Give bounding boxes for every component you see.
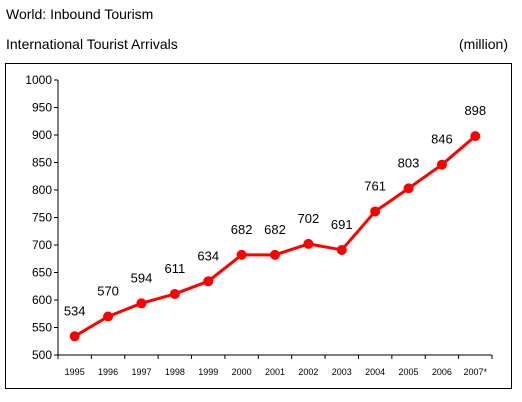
chart-title: World: Inbound Tourism — [6, 6, 154, 22]
data-label: 702 — [298, 211, 320, 226]
x-tick-label: 2000 — [232, 367, 252, 377]
data-point — [136, 298, 147, 309]
y-tick-label: 600 — [32, 293, 52, 307]
x-tick-label: 2002 — [298, 367, 318, 377]
data-point — [236, 249, 247, 260]
unit-label: (million) — [459, 36, 508, 52]
data-point — [169, 288, 180, 299]
x-tick-label: 1999 — [198, 367, 218, 377]
x-tick-label: 2004 — [365, 367, 385, 377]
y-tick-label: 1000 — [25, 73, 52, 87]
data-point — [203, 276, 214, 287]
y-tick-label: 850 — [32, 156, 52, 170]
data-label: 570 — [97, 284, 119, 299]
y-tick-label: 900 — [32, 128, 52, 142]
data-point — [270, 249, 280, 260]
y-tick-label: 950 — [32, 101, 52, 115]
data-label: 761 — [364, 178, 386, 193]
data-point — [436, 159, 447, 170]
data-point — [403, 183, 414, 194]
x-tick-label: 1997 — [131, 367, 151, 377]
data-label: 803 — [398, 155, 420, 170]
data-label: 634 — [197, 248, 219, 263]
data-point — [303, 238, 314, 249]
data-label: 682 — [231, 222, 253, 237]
x-tick-label: 2003 — [332, 367, 352, 377]
data-label: 691 — [331, 217, 353, 232]
y-tick-label: 550 — [32, 321, 52, 335]
chart-frame — [5, 63, 512, 389]
data-label: 534 — [64, 303, 86, 318]
data-point — [69, 331, 80, 342]
data-point — [103, 311, 114, 322]
data-point — [470, 131, 481, 142]
data-label: 682 — [264, 222, 286, 237]
data-label: 594 — [131, 270, 153, 285]
x-tick-label: 2001 — [265, 367, 285, 377]
y-tick-label: 750 — [32, 211, 52, 225]
y-tick-label: 500 — [32, 348, 52, 362]
chart-subtitle: International Tourist Arrivals — [6, 36, 178, 52]
x-tick-label: 1996 — [98, 367, 118, 377]
y-tick-label: 700 — [32, 238, 52, 252]
x-tick-label: 2006 — [432, 367, 452, 377]
data-label: 846 — [431, 132, 453, 147]
data-label: 898 — [464, 103, 486, 118]
x-tick-label: 1995 — [65, 367, 85, 377]
y-tick-label: 800 — [32, 183, 52, 197]
data-label: 611 — [164, 261, 185, 276]
x-tick-label: 1998 — [165, 367, 185, 377]
x-tick-label: 2005 — [399, 367, 419, 377]
x-tick-label: 2007* — [464, 367, 488, 377]
data-point — [370, 206, 381, 217]
y-tick-label: 650 — [32, 266, 52, 280]
data-point — [336, 244, 347, 255]
